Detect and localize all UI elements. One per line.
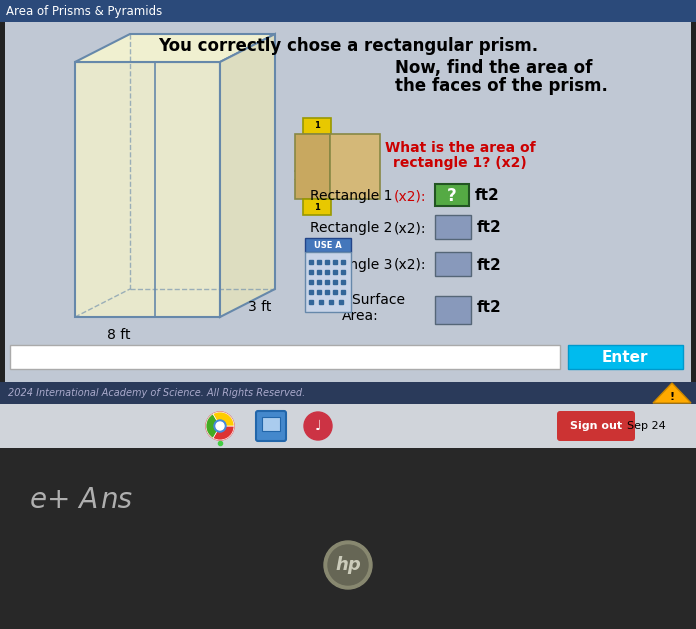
Bar — [435, 296, 471, 324]
Text: ?: ? — [447, 187, 457, 205]
Bar — [0, 0, 696, 22]
Text: hp: hp — [335, 556, 361, 574]
Text: 2024 International Academy of Science. All Rights Reserved.: 2024 International Academy of Science. A… — [8, 388, 306, 398]
Bar — [305, 252, 351, 312]
Bar — [0, 382, 696, 404]
Text: Sign out: Sign out — [570, 421, 622, 431]
Text: Enter: Enter — [602, 350, 648, 364]
Text: (x2):: (x2): — [394, 189, 427, 203]
Text: 3 ft: 3 ft — [248, 300, 271, 314]
FancyBboxPatch shape — [557, 411, 635, 441]
Bar — [0, 404, 696, 448]
Polygon shape — [75, 62, 220, 317]
Text: ♩: ♩ — [315, 419, 322, 433]
Bar — [295, 134, 330, 199]
Wedge shape — [206, 414, 220, 438]
Bar — [262, 417, 280, 431]
Bar — [10, 345, 560, 369]
Wedge shape — [213, 412, 234, 426]
Bar — [435, 184, 469, 206]
Text: Area of Prisms & Pyramids: Area of Prisms & Pyramids — [6, 4, 162, 18]
Wedge shape — [213, 426, 234, 440]
FancyBboxPatch shape — [256, 411, 286, 441]
Text: USE A: USE A — [314, 240, 342, 250]
Text: ft2: ft2 — [475, 189, 500, 204]
Circle shape — [328, 545, 368, 585]
Text: Rectangle 2: Rectangle 2 — [310, 221, 397, 235]
Text: e+ A: e+ A — [30, 486, 98, 514]
Bar — [568, 345, 683, 369]
Text: rectangle 1? (x2): rectangle 1? (x2) — [393, 156, 527, 170]
Text: Total Surface: Total Surface — [315, 293, 405, 307]
Text: Rectangle 1: Rectangle 1 — [310, 189, 397, 203]
Circle shape — [214, 420, 226, 432]
Text: Now, find the area of: Now, find the area of — [395, 59, 592, 77]
Text: Sep 24: Sep 24 — [626, 421, 665, 431]
Bar — [435, 252, 471, 276]
Bar — [435, 215, 471, 239]
Polygon shape — [653, 383, 691, 403]
Text: !: ! — [670, 392, 674, 402]
Text: 1: 1 — [314, 121, 320, 130]
Text: ns: ns — [100, 486, 132, 514]
Bar — [330, 134, 380, 199]
Text: 1: 1 — [314, 203, 320, 211]
Text: 8 ft: 8 ft — [106, 328, 130, 342]
Polygon shape — [220, 34, 275, 317]
Bar — [0, 448, 696, 629]
Text: (x2):: (x2): — [394, 258, 427, 272]
Text: Area:: Area: — [342, 309, 379, 323]
Text: Rectangle 3: Rectangle 3 — [310, 258, 397, 272]
Text: the faces of the prism.: the faces of the prism. — [395, 77, 608, 95]
Text: ft2: ft2 — [477, 301, 502, 316]
Circle shape — [206, 412, 234, 440]
Text: (x2):: (x2): — [394, 221, 427, 235]
Text: You correctly chose a rectangular prism.: You correctly chose a rectangular prism. — [158, 37, 538, 55]
Circle shape — [216, 422, 224, 430]
Text: ft2: ft2 — [477, 257, 502, 272]
Text: 15 ft: 15 ft — [293, 169, 325, 182]
Circle shape — [304, 412, 332, 440]
Polygon shape — [75, 34, 275, 62]
Bar — [303, 118, 331, 134]
Text: What is the area of: What is the area of — [385, 141, 535, 155]
Bar — [5, 22, 691, 382]
Bar — [305, 238, 351, 252]
Bar — [303, 199, 331, 215]
Text: ft2: ft2 — [477, 221, 502, 235]
Circle shape — [324, 541, 372, 589]
